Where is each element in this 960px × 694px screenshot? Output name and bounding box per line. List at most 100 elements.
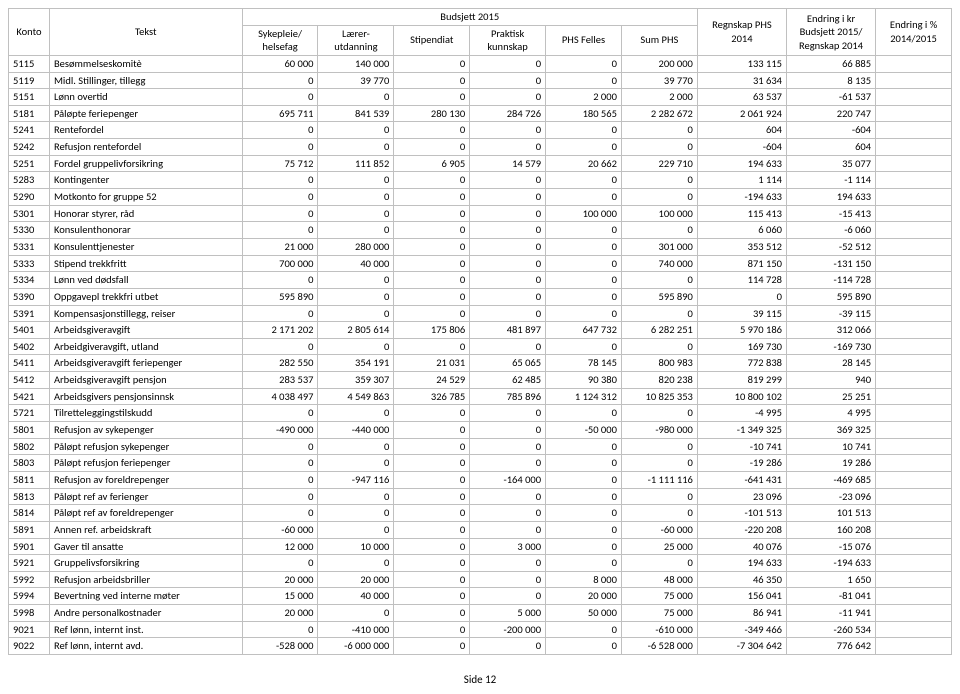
budget-table: Konto Tekst Budsjett 2015 Regnskap PHS 2… — [8, 8, 952, 655]
cell-value: 0 — [470, 288, 546, 305]
cell-value: 0 — [318, 521, 394, 538]
cell-value: 871 150 — [697, 255, 786, 272]
cell-value: 0 — [546, 238, 622, 255]
cell-konto: 5811 — [9, 471, 50, 488]
cell-value — [876, 438, 952, 455]
table-row: 5801Refusjon av sykepenger-490 000-440 0… — [9, 422, 952, 439]
cell-value: 0 — [394, 471, 470, 488]
cell-value: -7 304 642 — [697, 638, 786, 655]
cell-value: -604 — [697, 139, 786, 156]
cell-value: 46 350 — [697, 571, 786, 588]
cell-value: -6 000 000 — [318, 638, 394, 655]
cell-value: 0 — [242, 438, 318, 455]
cell-value: 78 145 — [546, 355, 622, 372]
table-row: 5333Stipend trekkfritt700 00040 00000074… — [9, 255, 952, 272]
cell-value — [876, 272, 952, 289]
cell-value: 111 852 — [318, 155, 394, 172]
cell-konto: 5402 — [9, 338, 50, 355]
cell-value: 39 115 — [697, 305, 786, 322]
cell-value: 75 000 — [621, 588, 697, 605]
cell-value: 0 — [621, 172, 697, 189]
table-header: Konto Tekst Budsjett 2015 Regnskap PHS 2… — [9, 9, 952, 56]
cell-value: 0 — [470, 405, 546, 422]
cell-konto: 5802 — [9, 438, 50, 455]
cell-value: 0 — [394, 555, 470, 572]
cell-tekst: Refusjon av sykepenger — [49, 422, 242, 439]
table-row: 5992Refusjon arbeidsbriller20 00020 0000… — [9, 571, 952, 588]
cell-value: 0 — [546, 338, 622, 355]
cell-konto: 5721 — [9, 405, 50, 422]
cell-value: 0 — [394, 638, 470, 655]
cell-value: 0 — [242, 405, 318, 422]
cell-value: -164 000 — [470, 471, 546, 488]
cell-value: 0 — [242, 305, 318, 322]
cell-value: 4 995 — [786, 405, 875, 422]
cell-value: 20 662 — [546, 155, 622, 172]
cell-value: -469 685 — [786, 471, 875, 488]
cell-value: 0 — [394, 122, 470, 139]
table-row: 5813Påløpt ref av ferienger00000023 096-… — [9, 488, 952, 505]
cell-value: 0 — [621, 189, 697, 206]
cell-value: 15 000 — [242, 588, 318, 605]
cell-value — [876, 288, 952, 305]
cell-value: 604 — [786, 139, 875, 156]
cell-konto: 5151 — [9, 89, 50, 106]
cell-value: 63 537 — [697, 89, 786, 106]
cell-value: 115 413 — [697, 205, 786, 222]
cell-value: -440 000 — [318, 422, 394, 439]
cell-value: 301 000 — [621, 238, 697, 255]
cell-value — [876, 338, 952, 355]
cell-value: 0 — [394, 189, 470, 206]
cell-value: 6 905 — [394, 155, 470, 172]
cell-value: -1 349 325 — [697, 422, 786, 439]
cell-value: 0 — [394, 55, 470, 72]
cell-value: 0 — [318, 505, 394, 522]
cell-value: 180 565 — [546, 105, 622, 122]
cell-value: 0 — [242, 72, 318, 89]
cell-value: 284 726 — [470, 105, 546, 122]
cell-value: 75 712 — [242, 155, 318, 172]
cell-value: -980 000 — [621, 422, 697, 439]
table-row: 5283Kontingenter0000001 114-1 114 — [9, 172, 952, 189]
cell-value: 31 634 — [697, 72, 786, 89]
cell-value: 10 825 353 — [621, 388, 697, 405]
cell-value: 5 970 186 — [697, 322, 786, 339]
cell-tekst: Gruppelivsforsikring — [49, 555, 242, 572]
cell-value: 0 — [318, 338, 394, 355]
cell-value: 0 — [242, 505, 318, 522]
cell-value: 0 — [621, 455, 697, 472]
cell-value: 312 066 — [786, 322, 875, 339]
cell-tekst: Refusjon arbeidsbriller — [49, 571, 242, 588]
cell-tekst: Bevertning ved interne møter — [49, 588, 242, 605]
cell-value: 0 — [394, 272, 470, 289]
cell-value: 0 — [394, 72, 470, 89]
cell-tekst: Motkonto for gruppe 52 — [49, 189, 242, 206]
cell-tekst: Kontingenter — [49, 172, 242, 189]
cell-value: -52 512 — [786, 238, 875, 255]
cell-konto: 5421 — [9, 388, 50, 405]
cell-value: 0 — [242, 272, 318, 289]
cell-value: 740 000 — [621, 255, 697, 272]
cell-konto: 5301 — [9, 205, 50, 222]
cell-value: 820 238 — [621, 372, 697, 389]
cell-value — [876, 638, 952, 655]
cell-value: 0 — [621, 505, 697, 522]
cell-value — [876, 89, 952, 106]
table-row: 5891Annen ref. arbeidskraft-60 0000000-6… — [9, 521, 952, 538]
cell-value: 0 — [394, 422, 470, 439]
cell-tekst: Lønn overtid — [49, 89, 242, 106]
cell-konto: 5241 — [9, 122, 50, 139]
cell-value: 0 — [394, 305, 470, 322]
cell-value: 156 041 — [697, 588, 786, 605]
cell-konto: 5412 — [9, 372, 50, 389]
cell-value: 0 — [394, 288, 470, 305]
cell-value: 0 — [318, 272, 394, 289]
cell-value: 369 325 — [786, 422, 875, 439]
cell-value: 200 000 — [621, 55, 697, 72]
cell-value: 0 — [394, 238, 470, 255]
cell-value: 1 114 — [697, 172, 786, 189]
table-row: 5241Rentefordel000000604-604 — [9, 122, 952, 139]
cell-tekst: Påløpt refusjon feriepenger — [49, 455, 242, 472]
cell-value: 0 — [394, 588, 470, 605]
cell-value: 194 633 — [697, 555, 786, 572]
